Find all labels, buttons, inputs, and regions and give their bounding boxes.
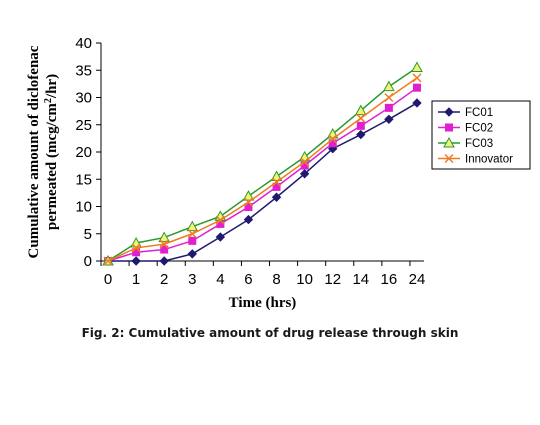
series-line [107,87,418,262]
legend-label: FC02 [465,123,493,135]
x-tick-label: 10 [296,271,313,288]
data-point [356,121,365,130]
x-tick-label: 0 [104,271,112,288]
y-tick-label: 0 [84,253,92,270]
data-point [159,239,169,249]
data-point-stroke [131,243,141,253]
data-point [243,197,253,207]
x-tick-label: 1 [132,271,140,288]
y-axis-label-line2: permeated (mcg/cm2/hr) [43,74,61,230]
series-line [107,66,418,262]
data-point-stroke [356,113,366,123]
y-tick-label: 40 [75,35,92,52]
legend-entry: FC02 [438,123,493,135]
data-point-stroke [103,256,113,266]
y-tick-label: 10 [75,199,92,216]
y-tick-label: 20 [75,144,92,161]
data-point-stroke [412,73,422,83]
data-point [215,232,226,242]
data-point [103,256,113,266]
data-point [271,192,282,202]
data-point-stroke [384,92,394,103]
x-tick-label: 24 [409,271,426,288]
data-point [445,123,453,132]
data-point [215,215,225,225]
x-tick-label: 12 [324,271,341,288]
data-point [187,249,197,259]
data-point [444,153,454,164]
data-point [186,220,199,232]
x-tick-label: 16 [381,271,398,288]
data-point [272,182,281,191]
y-tick-label: 35 [75,62,92,79]
x-tick-label: 4 [216,271,224,288]
legend-label: Innovator [465,154,513,166]
x-tick-label: 6 [244,271,252,288]
data-point [244,203,253,212]
data-point [131,243,141,253]
x-tick-label: 14 [352,271,369,288]
data-point [159,256,169,266]
legend-entry: FC03 [438,136,493,150]
data-point-stroke [444,153,454,164]
data-point [412,83,421,92]
x-tick-label: 2 [160,271,168,288]
x-tick-label: 8 [272,271,280,288]
data-point [272,177,282,187]
data-point-stroke [215,215,225,225]
data-point [158,231,171,243]
series-fc01 [103,98,422,266]
y-tick-label: 25 [75,117,92,134]
data-point-stroke [159,239,169,249]
data-point-stroke [272,177,282,187]
data-point [412,73,422,83]
y-tick-label: 15 [75,171,92,188]
data-point [411,61,423,73]
data-point [354,104,367,116]
legend-entry: Innovator [438,154,513,166]
data-point [384,114,394,125]
data-point [328,134,338,144]
data-point [243,214,254,225]
data-point-stroke [328,134,338,144]
y-tick-label: 5 [84,226,92,243]
legend-label: FC01 [465,107,493,119]
data-point [356,129,366,140]
data-point [412,98,422,108]
data-point [188,236,197,245]
legend-entry: FC01 [438,107,493,119]
x-axis-label: Time (hrs) [229,295,297,311]
data-point [384,103,393,112]
data-point-stroke [243,197,253,207]
y-axis-label-text: permeated (mcg/cm [44,103,60,231]
y-axis-label-superscript: 2 [43,98,54,103]
data-point [443,136,455,148]
data-point [187,229,197,239]
data-point [131,256,141,266]
data-point [242,190,255,201]
x-tick-label: 3 [188,271,196,288]
y-axis-label-text: /hr) [44,74,60,99]
data-point [356,113,366,123]
data-point [444,107,454,117]
series-innovator [103,73,422,266]
data-point [299,169,310,179]
y-tick-label: 30 [75,90,92,107]
data-point [300,157,310,167]
data-point [160,245,169,254]
legend-label: FC03 [465,138,493,150]
data-point [270,170,283,182]
data-point [384,92,394,103]
y-axis-label-line1: Cumulative amount of diclofenac [26,45,42,258]
series-line [107,77,418,262]
figure-caption: Fig. 2: Cumulative amount of drug releas… [81,326,459,340]
data-point-stroke [300,157,310,167]
data-point-stroke [187,229,197,239]
data-point [383,80,395,92]
